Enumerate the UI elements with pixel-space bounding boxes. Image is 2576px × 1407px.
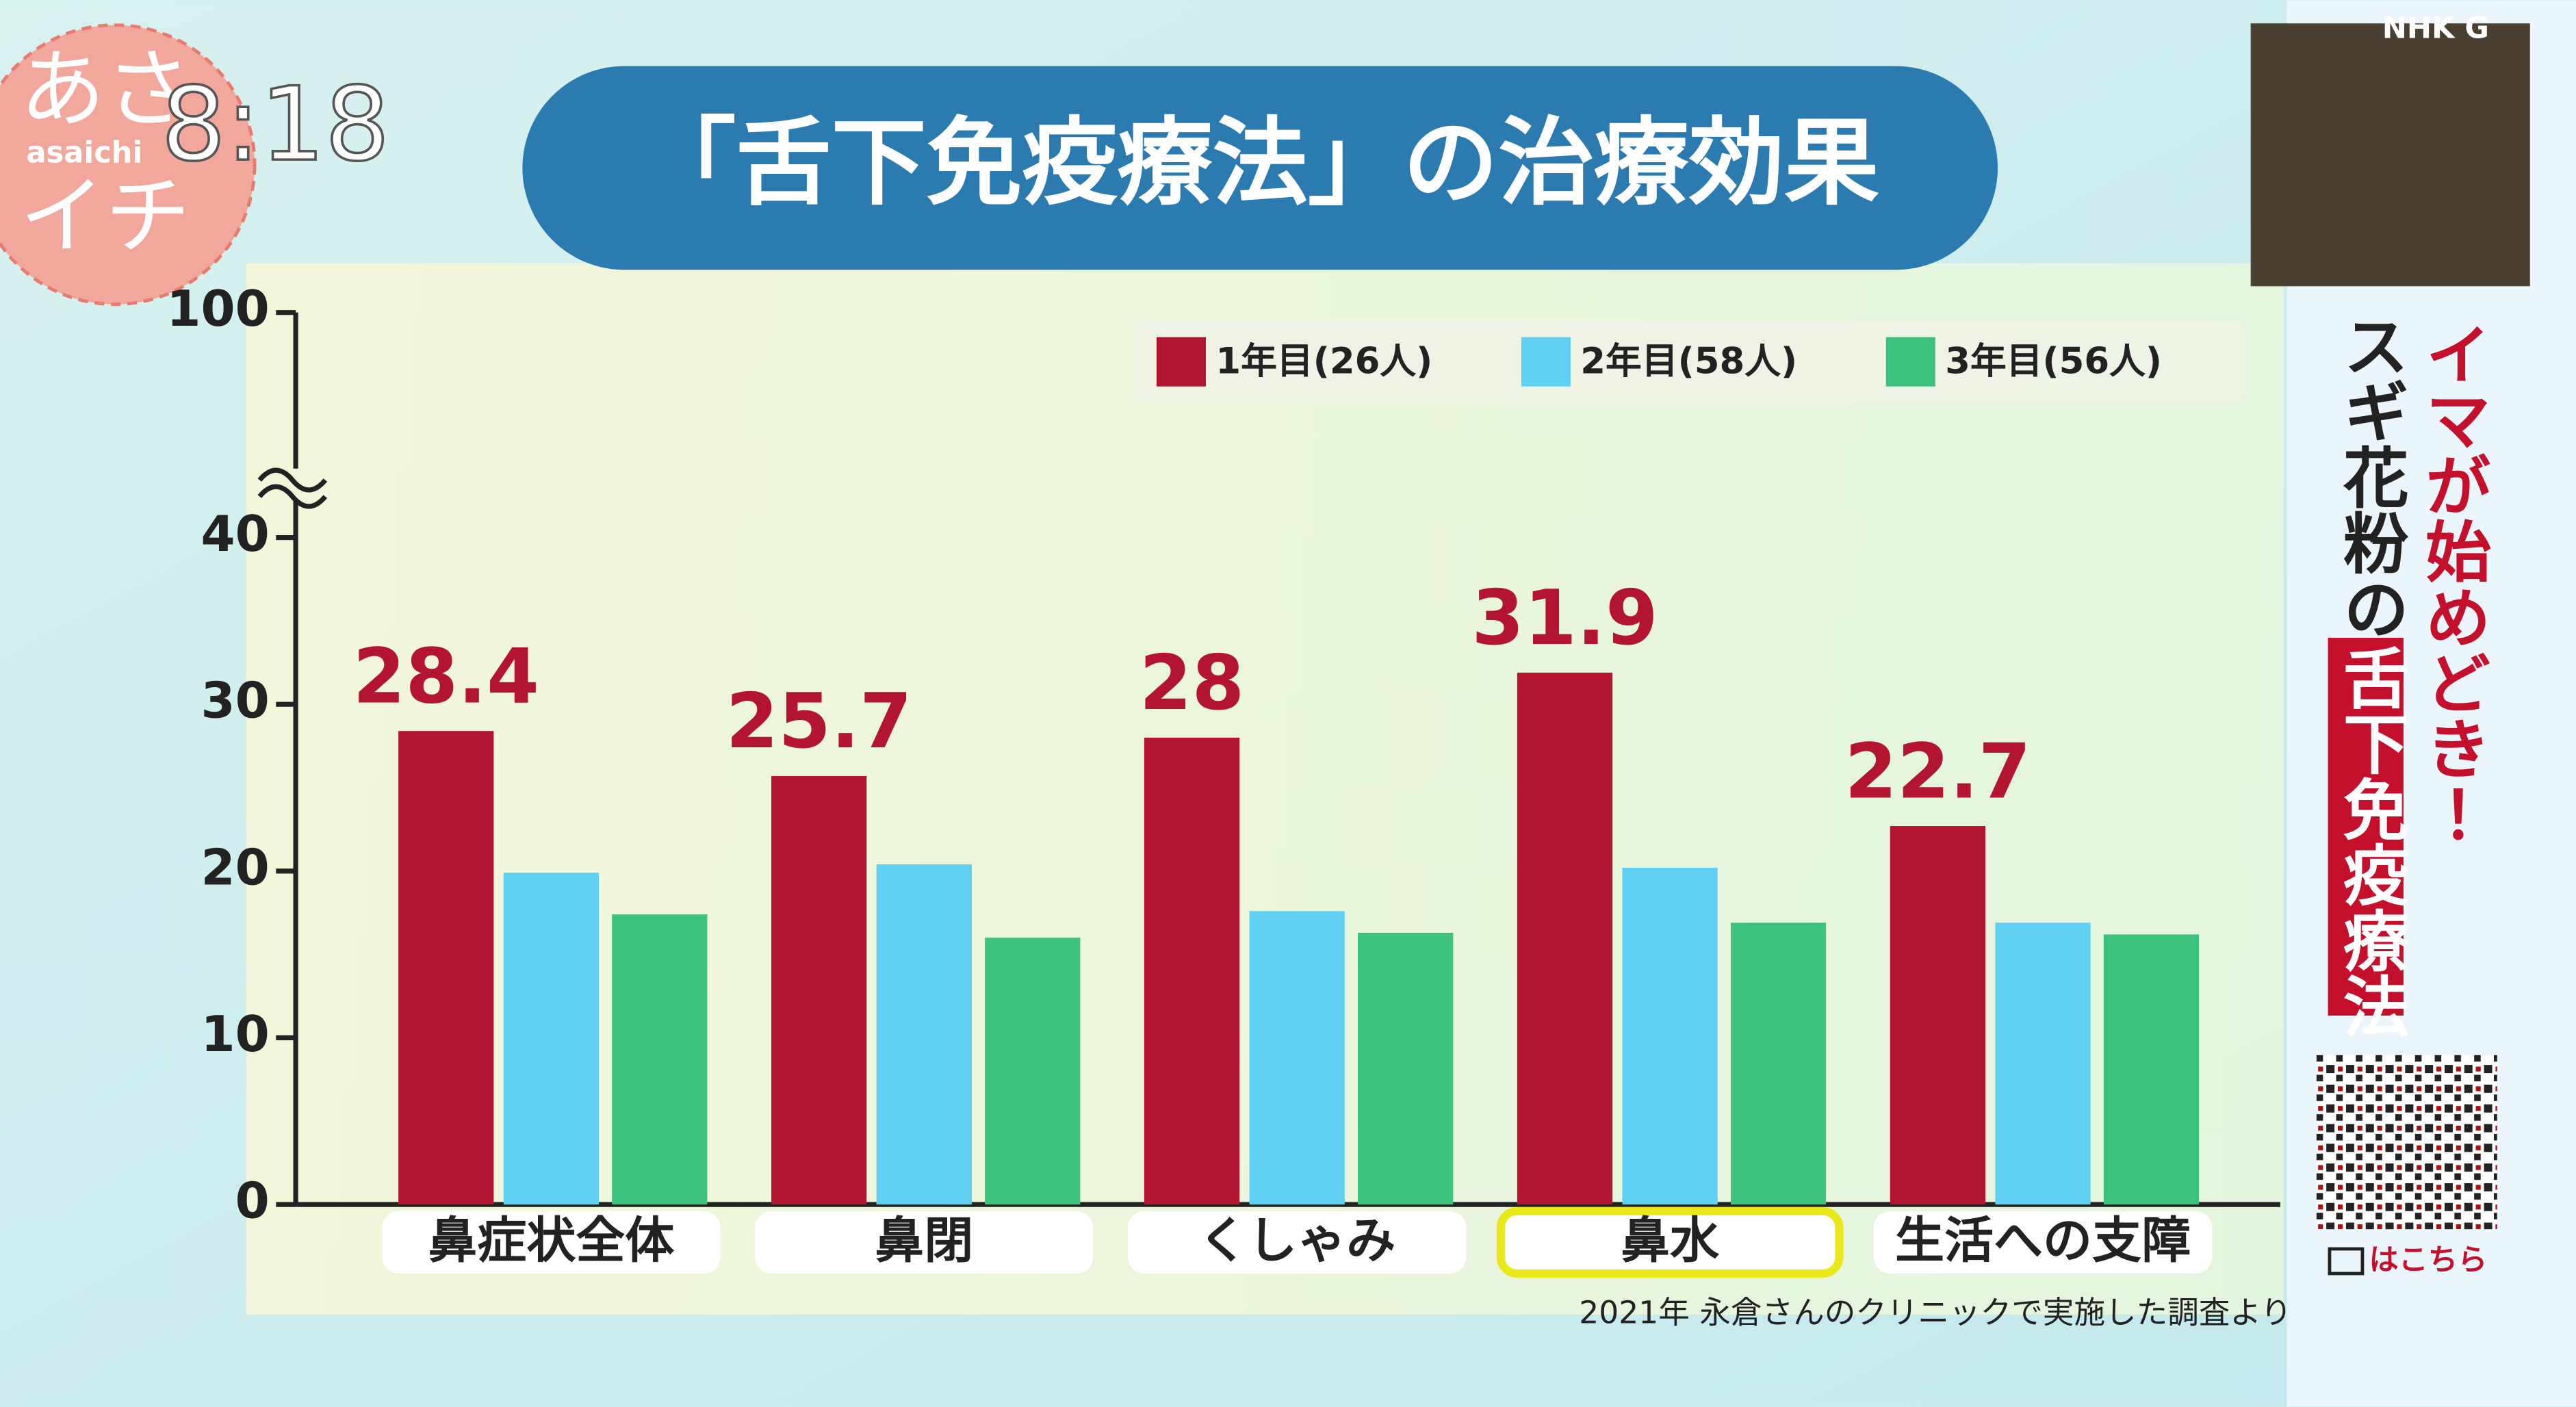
category-box — [382, 1211, 721, 1274]
y-tick-label: 0 — [235, 1172, 270, 1230]
legend-label: 3年目(56人) — [1945, 341, 2162, 383]
mail-icon — [2328, 1247, 2365, 1276]
bar — [1622, 867, 1718, 1205]
bar — [1358, 933, 1454, 1205]
legend-swatch — [1885, 337, 1935, 387]
logo: あさ — [20, 40, 191, 140]
legend-label: 2年目(58人) — [1580, 341, 1797, 383]
axis-break — [257, 467, 328, 509]
chart: 0 10 20 30 40 100 1年目(26人) 2年目(58人) 3年目(56人) 鼻症状全… — [166, 280, 2280, 1278]
y-tick-label: 10 — [201, 1005, 269, 1063]
bar — [2103, 934, 2200, 1205]
data-label: 28 — [1139, 640, 1245, 727]
qr-code — [2316, 1055, 2497, 1230]
y-tick-label: 100 — [166, 280, 269, 337]
bar — [876, 864, 972, 1205]
clock: 8:18 — [161, 66, 389, 184]
x-tick-label: 鼻症状全体 — [428, 1211, 674, 1269]
source-note: 2021年 永倉さんのクリニックで実施した調査より — [1579, 1294, 2292, 1330]
qr-caption: はこちら — [2369, 1243, 2488, 1278]
presenter-photo — [2250, 23, 2530, 287]
y-tick-label: 30 — [201, 672, 269, 730]
bar — [1144, 737, 1240, 1205]
bar — [1995, 922, 2091, 1205]
bar — [985, 938, 1081, 1205]
data-label: 22.7 — [1844, 728, 2031, 816]
channel: NHK G — [2382, 11, 2489, 45]
banner-top: イマが始めどき！ — [2414, 321, 2490, 847]
x-tick-label: くしゃみ — [1198, 1211, 1395, 1269]
logo-sub: asaichi — [26, 136, 142, 170]
category-box — [1496, 1206, 1844, 1278]
banner-sub: スギ花粉の — [2332, 313, 2409, 641]
category-box — [1873, 1211, 2213, 1274]
logo-badge — [0, 23, 257, 307]
category-box — [755, 1211, 1094, 1274]
legend-swatch — [1156, 337, 1206, 387]
x-tick-label: 鼻閉 — [875, 1211, 973, 1269]
bar — [1517, 672, 1613, 1205]
data-label: 28.4 — [353, 633, 539, 721]
legend-swatch — [1521, 337, 1571, 387]
banner-main: 舌下免疫療法 — [2332, 645, 2408, 1039]
legend-box — [1133, 320, 2245, 403]
bar — [771, 775, 867, 1205]
bar — [1890, 826, 1986, 1205]
chart-title: 「舌下免疫療法」の治療効果 — [641, 107, 1879, 218]
x-tick-label: 鼻水 — [1621, 1211, 1720, 1269]
title-pill — [522, 66, 1998, 270]
bar — [398, 731, 494, 1205]
bar — [503, 873, 599, 1205]
x-tick-label: 生活への支障 — [1895, 1211, 2191, 1269]
bar — [612, 914, 708, 1205]
banner-highlight — [2328, 637, 2404, 1016]
logo-bottom: イチ — [20, 167, 191, 266]
legend-label: 1年目(26人) — [1215, 341, 1432, 383]
category-box — [1127, 1211, 1467, 1274]
y-tick-label: 20 — [201, 838, 269, 896]
bar — [1730, 922, 1827, 1205]
y-tick-label: 40 — [201, 505, 269, 563]
data-label: 25.7 — [725, 678, 912, 766]
data-label: 31.9 — [1471, 575, 1658, 662]
bar — [1249, 911, 1345, 1205]
